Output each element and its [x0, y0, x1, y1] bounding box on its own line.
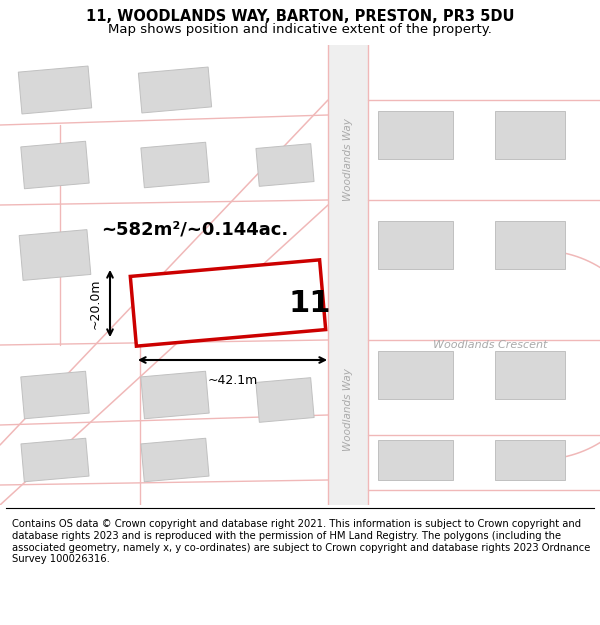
Text: 11, WOODLANDS WAY, BARTON, PRESTON, PR3 5DU: 11, WOODLANDS WAY, BARTON, PRESTON, PR3 …: [86, 9, 514, 24]
Text: ~582m²/~0.144ac.: ~582m²/~0.144ac.: [101, 221, 289, 239]
Text: Woodlands Way: Woodlands Way: [343, 369, 353, 451]
Polygon shape: [178, 271, 242, 324]
Polygon shape: [141, 438, 209, 482]
Polygon shape: [19, 66, 92, 114]
Polygon shape: [377, 351, 452, 399]
Polygon shape: [21, 141, 89, 189]
Polygon shape: [495, 351, 565, 399]
Text: 11: 11: [289, 289, 331, 318]
Polygon shape: [21, 371, 89, 419]
Polygon shape: [328, 45, 368, 505]
Polygon shape: [495, 440, 565, 480]
Text: Woodlands Way: Woodlands Way: [343, 119, 353, 201]
Text: Contains OS data © Crown copyright and database right 2021. This information is : Contains OS data © Crown copyright and d…: [12, 519, 590, 564]
Polygon shape: [256, 144, 314, 186]
Polygon shape: [141, 142, 209, 188]
Polygon shape: [139, 67, 212, 113]
Polygon shape: [19, 229, 91, 281]
Text: ~42.1m: ~42.1m: [208, 374, 257, 387]
Text: Woodlands Crescent: Woodlands Crescent: [433, 340, 547, 350]
Text: Map shows position and indicative extent of the property.: Map shows position and indicative extent…: [108, 23, 492, 36]
Polygon shape: [256, 378, 314, 423]
Text: ~20.0m: ~20.0m: [89, 278, 102, 329]
Polygon shape: [141, 371, 209, 419]
Polygon shape: [495, 221, 565, 269]
Polygon shape: [377, 440, 452, 480]
Polygon shape: [377, 221, 452, 269]
Polygon shape: [495, 111, 565, 159]
Polygon shape: [21, 438, 89, 482]
Polygon shape: [377, 111, 452, 159]
Polygon shape: [130, 260, 326, 346]
